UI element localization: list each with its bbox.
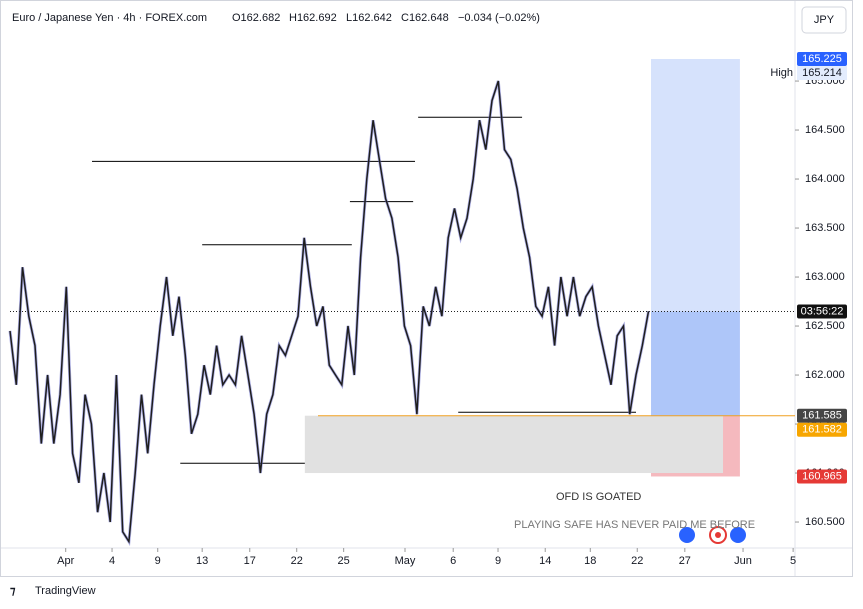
x-tick-label: 13 [196,555,208,567]
y-tick-label: 163.500 [805,222,845,234]
x-tick-label: 22 [291,555,303,567]
ohlc-low: L162.642 [346,12,392,24]
y-tick-label: 164.500 [805,124,845,136]
x-tick-label: 27 [679,555,691,567]
annotation: PLAYING SAFE HAS NEVER PAID ME BEFORE [514,519,755,531]
price-tag [797,408,847,423]
x-tick-label: Apr [57,555,74,567]
countdown-tag [797,304,847,319]
y-tick-label: 162.500 [805,320,845,332]
event-icon-dot [715,532,721,538]
zone [304,415,724,474]
zone [651,311,740,416]
currency[interactable]: JPY [814,14,835,26]
price-tag-label: 161.585 [802,410,842,422]
change: −0.034 (−0.02%) [458,12,540,24]
plot-area [8,58,795,547]
high-tag-label: 165.214 [802,67,842,79]
x-tick-label: 22 [631,555,643,567]
countdown: 03:56:22 [801,305,844,317]
y-tick-label: 163.000 [805,271,845,283]
brand: TradingView [35,585,96,597]
event-icon[interactable] [679,527,695,543]
price-line [9,80,650,544]
x-tick-label: 9 [495,555,501,567]
zone [651,58,740,312]
ohlc-open: O162.682 [232,12,280,24]
x-tick-label: Jun [734,555,752,567]
price-tag [797,469,847,484]
y-tick-label: 164.000 [805,173,845,185]
x-tick-label: 25 [338,555,350,567]
x-tick-label: 14 [539,555,551,567]
x-tick-label: 5 [790,555,796,567]
x-tick-label: 18 [584,555,596,567]
price-tag-label: 165.225 [802,53,842,65]
brand-logo: ⁊ [10,585,16,597]
high-tag [797,65,847,80]
ohlc-high: H162.692 [289,12,337,24]
symbol: Euro / Japanese Yen · 4h · FOREX.com [12,12,207,24]
price-tag [797,422,847,437]
ohlc-close: C162.648 [401,12,449,24]
x-tick-label: 6 [450,555,456,567]
price-tag [797,51,847,66]
event-icon[interactable] [730,527,746,543]
x-tick-label: May [395,555,416,567]
currency-button[interactable] [801,6,847,34]
x-tick-label: 9 [155,555,161,567]
annotation: OFD IS GOATED [556,491,641,503]
high-tag-name: High [770,67,793,79]
y-tick-label: 162.000 [805,369,845,381]
x-tick-label: 4 [109,555,115,567]
y-tick-label: 160.500 [805,516,845,528]
price-tag-label: 160.965 [802,470,842,482]
x-tick-label: 17 [244,555,256,567]
price-tag-label: 161.582 [802,424,842,436]
